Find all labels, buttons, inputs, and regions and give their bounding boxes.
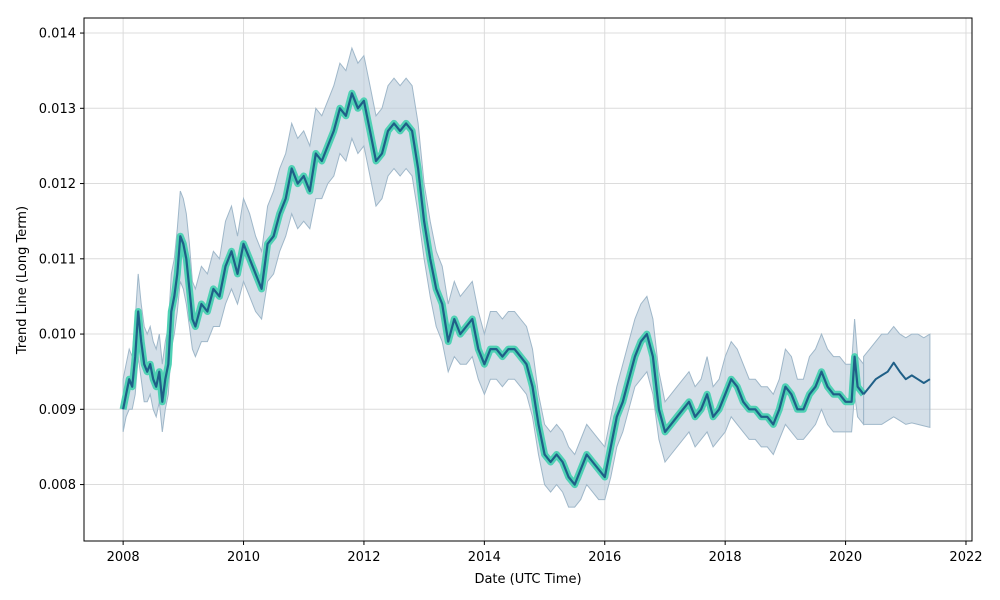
x-tick-label: 2008	[107, 550, 140, 565]
plot-frame	[83, 17, 973, 542]
y-tick-label: 0.011	[39, 252, 76, 267]
x-tick-label: 2022	[949, 550, 982, 565]
x-tick-label: 2012	[347, 550, 380, 565]
forecast-trend-line	[862, 361, 931, 395]
axes: 2008 2010 2012 2014 2016 2018 2020 2022 0.008 0.0…	[39, 17, 983, 565]
y-tick-label: 0.009	[39, 403, 76, 418]
y-tick-label: 0.012	[39, 177, 76, 192]
y-tick-label: 0.010	[39, 328, 76, 343]
forecast-band	[863, 325, 931, 429]
confidence-band	[122, 46, 931, 508]
y-tick-label: 0.008	[39, 478, 76, 493]
y-tick-label: 0.013	[39, 102, 76, 117]
x-tick-label: 2020	[829, 550, 862, 565]
trend-lines	[119, 89, 931, 489]
x-tick-label: 2018	[709, 550, 742, 565]
historical-band	[122, 46, 865, 508]
x-tick-label: 2010	[227, 550, 260, 565]
x-tick-label: 2014	[468, 550, 501, 565]
x-axis-label: Date (UTC Time)	[474, 572, 581, 587]
y-tick-label: 0.014	[39, 27, 76, 42]
x-tick-label: 2016	[588, 550, 621, 565]
historical-trend-line	[122, 92, 865, 486]
y-axis-label: Trend Line (Long Term)	[15, 206, 30, 355]
